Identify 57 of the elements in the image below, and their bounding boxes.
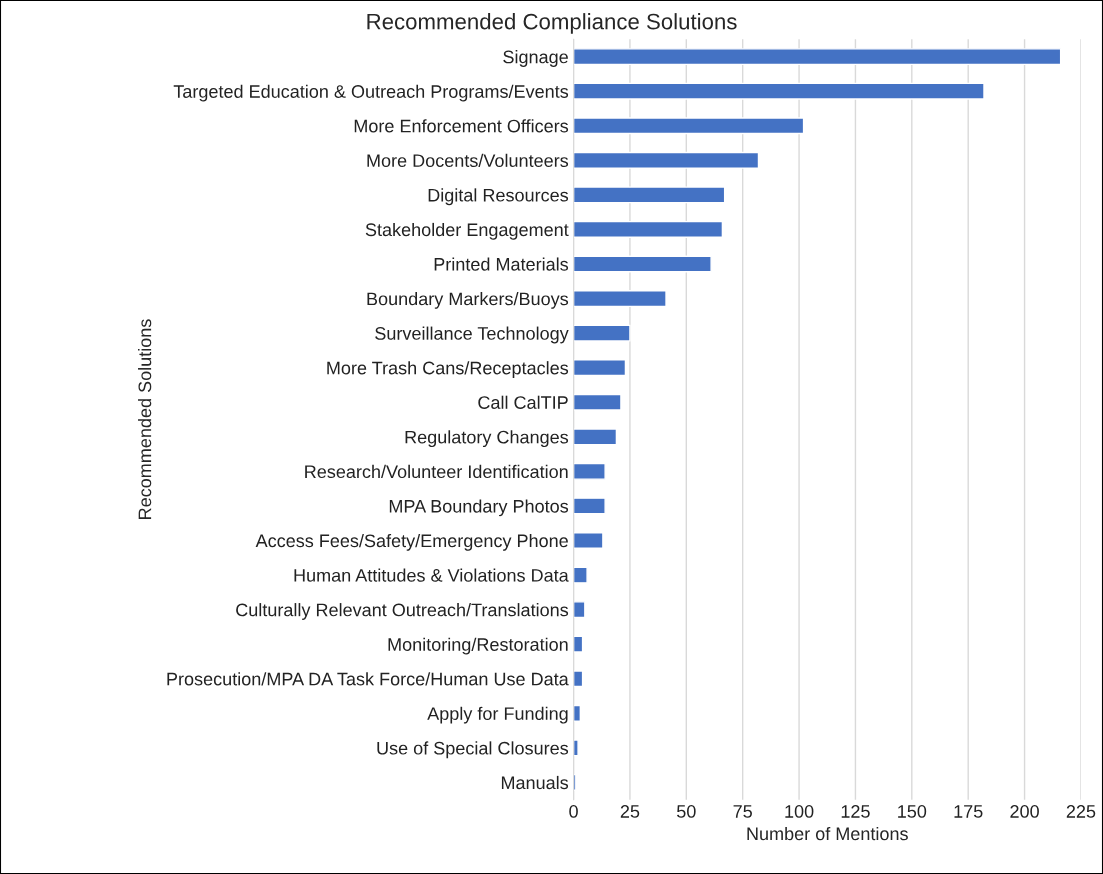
- bar: [573, 359, 627, 377]
- y-tick-label: Monitoring/Restoration: [388, 637, 568, 655]
- bar: [573, 220, 724, 238]
- x-tick-label: 50: [676, 805, 696, 818]
- x-tick-label: 0: [569, 805, 578, 818]
- x-tick-label: 25: [620, 805, 640, 818]
- bar: [573, 428, 618, 446]
- y-tick-label: Printed Materials: [434, 257, 569, 271]
- y-tick-label: More Enforcement Officers: [354, 119, 569, 133]
- y-tick-label: Regulatory Changes: [405, 430, 569, 448]
- bar: [573, 462, 606, 480]
- y-tick-label: Access Fees/Safety/Emergency Phone: [255, 533, 568, 551]
- bar: [573, 704, 582, 722]
- y-tick-label: Signage: [503, 50, 568, 67]
- y-tick-label: More Docents/Volunteers: [367, 153, 569, 168]
- y-tick-label: Digital Resources: [428, 188, 569, 206]
- y-tick-label: Boundary Markers/Buoys: [367, 292, 569, 309]
- y-tick-label: Call CalTIP: [478, 395, 568, 409]
- bar: [573, 393, 622, 411]
- x-tick-label: 150: [898, 805, 927, 818]
- y-tick-label: Stakeholder Engagement: [365, 222, 569, 240]
- bar: [573, 566, 588, 584]
- bar: [573, 186, 726, 204]
- x-tick-label: 200: [1010, 805, 1039, 818]
- bar: [573, 670, 584, 688]
- x-axis-title: Number of Mentions: [747, 826, 908, 841]
- chart-title: Recommended Compliance Solutions: [367, 13, 737, 34]
- bar: [573, 497, 606, 515]
- y-tick-label: MPA Boundary Photos: [389, 499, 569, 517]
- y-tick-label: Prosecution/MPA DA Task Force/Human Use Data: [167, 672, 569, 686]
- x-tick-label: 75: [733, 805, 752, 818]
- y-tick-label: More Trash Cans/Receptacles: [327, 361, 569, 378]
- bar: [573, 151, 760, 169]
- y-tick-label: Culturally Relevant Outreach/Translations: [236, 603, 569, 620]
- y-tick-label: Research/Volunteer Identification: [305, 464, 568, 479]
- x-tick-label: 100: [785, 805, 814, 818]
- bar: [573, 117, 805, 135]
- bar: [573, 773, 577, 791]
- bar: [573, 601, 586, 619]
- bar: [573, 255, 712, 273]
- x-tick-label: 175: [954, 805, 983, 818]
- y-tick-label: Targeted Education & Outreach Programs/Events: [173, 84, 569, 102]
- y-tick-label: Surveillance Technology: [375, 326, 569, 344]
- y-tick-label: Apply for Funding: [427, 706, 568, 724]
- bar: [573, 48, 1062, 66]
- y-tick-label: Manuals: [501, 775, 569, 790]
- bar: [573, 290, 667, 308]
- y-axis-title: Recommended Solutions: [138, 319, 152, 519]
- bar: [573, 635, 584, 653]
- y-tick-label: Use of Special Closures: [377, 741, 569, 759]
- bar: [573, 739, 579, 757]
- x-tick-label: 225: [1066, 805, 1096, 818]
- bar: [573, 532, 604, 549]
- bar: [573, 324, 631, 342]
- bar: [573, 82, 985, 100]
- y-tick-label: Human Attitudes & Violations Data: [294, 568, 569, 582]
- x-tick-label: 125: [841, 805, 870, 818]
